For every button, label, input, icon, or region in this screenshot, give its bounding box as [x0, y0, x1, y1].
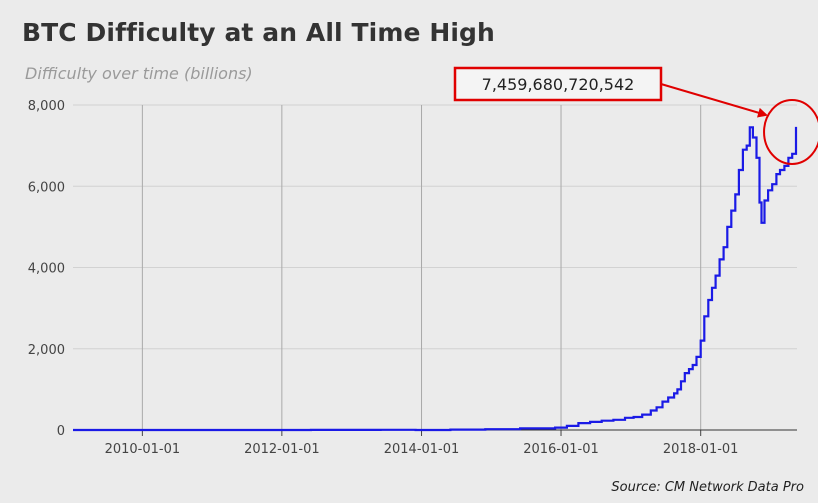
- grid-lines: [73, 104, 797, 430]
- y-axis: 0 2,000 4,000 6,000 8,000: [28, 99, 65, 439]
- y-tick-label: 2,000: [28, 343, 65, 358]
- y-tick-label: 4,000: [28, 262, 65, 277]
- annotation-group: 7,459,680,720,542: [453, 66, 818, 165]
- x-tick-label: 2010-01-01: [105, 442, 181, 457]
- x-axis: 2010-01-01 2012-01-01 2014-01-01 2016-01-01…: [73, 429, 797, 457]
- annotation-box: [453, 66, 663, 102]
- chart-title: BTC Difficulty at an All Time High: [22, 18, 495, 47]
- x-tick-label: 2016-01-01: [523, 442, 599, 457]
- x-tick-label: 2014-01-01: [384, 442, 460, 457]
- annotation-label: 7,459,680,720,542: [482, 75, 635, 94]
- x-tick-label: 2012-01-01: [244, 442, 320, 457]
- highlight-circle: [763, 98, 818, 165]
- annotation-arrow: [660, 83, 768, 118]
- source-note: Source: CM Network Data Pro: [611, 480, 804, 495]
- series-group: [73, 126, 798, 432]
- x-tick-label: 2018-01-01: [663, 442, 739, 457]
- y-tick-label: 0: [57, 424, 65, 439]
- y-tick-label: 8,000: [28, 99, 65, 114]
- chart-subtitle: Difficulty over time (billions): [25, 64, 253, 83]
- difficulty-line: [73, 126, 798, 432]
- y-tick-label: 6,000: [28, 180, 65, 195]
